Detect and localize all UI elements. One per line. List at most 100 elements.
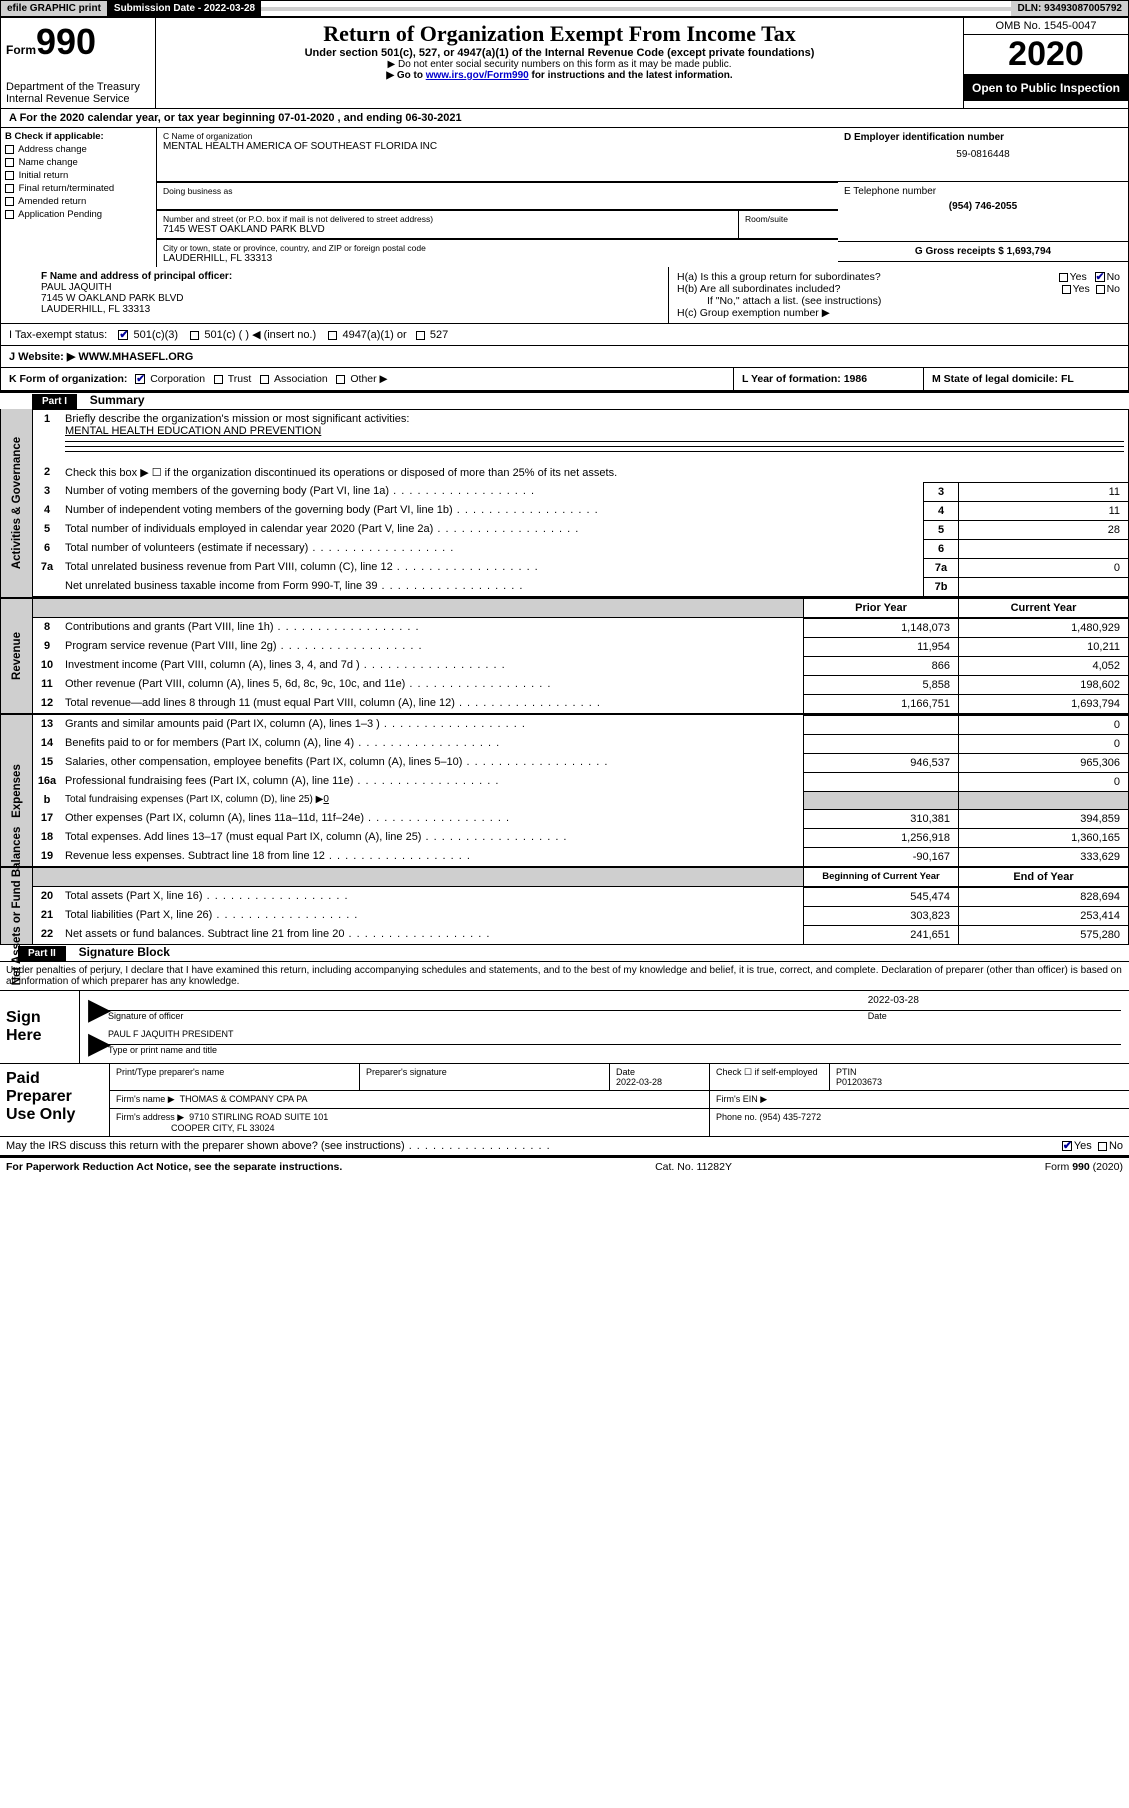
checkbox-item[interactable]: Application Pending — [5, 209, 152, 220]
line-text: Number of voting members of the governin… — [61, 482, 923, 501]
ha-label: H(a) Is this a group return for subordin… — [677, 271, 881, 283]
line-text: Total liabilities (Part X, line 26) — [61, 906, 803, 925]
hdr-beg: Beginning of Current Year — [803, 868, 958, 886]
curr-val: 0 — [958, 734, 1128, 753]
curr-val: 198,602 — [958, 675, 1128, 694]
ha-yn: Yes ✔No — [1059, 271, 1120, 283]
side-rev: Revenue — [11, 632, 23, 680]
checkbox-item[interactable]: Address change — [5, 144, 152, 155]
footer-left: For Paperwork Reduction Act Notice, see … — [6, 1161, 342, 1173]
hdr-curr: Current Year — [958, 599, 1128, 617]
irs-label: Internal Revenue Service — [6, 93, 150, 105]
check-trust[interactable] — [214, 375, 223, 384]
check-501c[interactable] — [190, 331, 199, 340]
side-exp: Expenses — [11, 764, 23, 818]
spacer — [261, 7, 1011, 11]
governance-section: Activities & Governance 1 Briefly descri… — [0, 409, 1129, 597]
hb-note: If "No," attach a list. (see instruction… — [677, 295, 1120, 307]
line-text: Total unrelated business revenue from Pa… — [61, 558, 923, 577]
form-title: Return of Organization Exempt From Incom… — [164, 21, 955, 47]
line-text: Total expenses. Add lines 13–17 (must eq… — [61, 828, 803, 847]
efile-label[interactable]: efile GRAPHIC print — [1, 1, 108, 16]
prior-val — [803, 715, 958, 734]
check-assoc[interactable] — [260, 375, 269, 384]
line-text: Total assets (Part X, line 16) — [61, 887, 803, 906]
year-formation: L Year of formation: 1986 — [733, 368, 923, 390]
prior-val: 1,166,751 — [803, 694, 958, 713]
line-text: Program service revenue (Part VIII, line… — [61, 637, 803, 656]
officer-name: PAUL JAQUITH — [41, 282, 628, 293]
form990-link[interactable]: www.irs.gov/Form990 — [426, 70, 529, 81]
prior-val: 1,256,918 — [803, 828, 958, 847]
open-inspection: Open to Public Inspection — [964, 75, 1128, 101]
curr-val: 575,280 — [958, 925, 1128, 944]
netassets-section: Net Assets or Fund Balances Beginning of… — [0, 866, 1129, 945]
section-fh: F Name and address of principal officer:… — [0, 267, 1129, 324]
c-org-name: MENTAL HEALTH AMERICA OF SOUTHEAST FLORI… — [163, 141, 832, 152]
checkbox-item[interactable]: Final return/terminated — [5, 183, 152, 194]
expenses-section: Expenses 13Grants and similar amounts pa… — [0, 713, 1129, 866]
curr-val: 828,694 — [958, 887, 1128, 906]
curr-val: 0 — [958, 772, 1128, 791]
line-2: Check this box ▶ ☐ if the organization d… — [61, 463, 1128, 482]
prior-val — [803, 734, 958, 753]
checkbox-item[interactable]: Amended return — [5, 196, 152, 207]
city-label: City or town, state or province, country… — [163, 243, 832, 253]
hdr-end: End of Year — [958, 868, 1128, 886]
val: 0 — [958, 558, 1128, 577]
check-4947[interactable] — [328, 331, 337, 340]
val: 11 — [958, 482, 1128, 501]
part-ii-header: Part II Signature Block — [0, 945, 1129, 961]
line-a: A For the 2020 calendar year, or tax yea… — [0, 109, 1129, 128]
hb-yn: Yes No — [1062, 283, 1120, 295]
prior-val — [803, 772, 958, 791]
line-text: Total number of volunteers (estimate if … — [61, 539, 923, 558]
checkbox-item[interactable]: Name change — [5, 157, 152, 168]
subtitle-3: ▶ Go to www.irs.gov/Form990 for instruct… — [164, 70, 955, 81]
val: 11 — [958, 501, 1128, 520]
c-name-label: C Name of organization — [163, 131, 832, 141]
phone-label: E Telephone number — [844, 186, 1122, 197]
prior-val: 5,858 — [803, 675, 958, 694]
check-other[interactable] — [336, 375, 345, 384]
arrow-icon: ▶ — [88, 995, 108, 1025]
section-b-header: B Check if applicable: — [5, 131, 104, 142]
check-corp[interactable]: ✔ — [135, 374, 145, 384]
line-text: Benefits paid to or for members (Part IX… — [61, 734, 803, 753]
line-text: Professional fundraising fees (Part IX, … — [61, 772, 803, 791]
line-text: Total revenue—add lines 8 through 11 (mu… — [61, 694, 803, 713]
ein-value: 59-0816448 — [844, 149, 1122, 160]
prior-val: 11,954 — [803, 637, 958, 656]
side-net: Net Assets or Fund Balances — [11, 827, 23, 986]
officer-addr2: LAUDERHILL, FL 33313 — [41, 304, 628, 315]
street-value: 7145 WEST OAKLAND PARK BLVD — [163, 224, 732, 235]
hc-label: H(c) Group exemption number ▶ — [677, 307, 830, 319]
curr-val: 4,052 — [958, 656, 1128, 675]
checkbox-item[interactable]: Initial return — [5, 170, 152, 181]
line-text: Other expenses (Part IX, column (A), lin… — [61, 809, 803, 828]
room-label: Room/suite — [745, 214, 832, 224]
footer-right: Form 990 (2020) — [1045, 1161, 1123, 1173]
line-text: Investment income (Part VIII, column (A)… — [61, 656, 803, 675]
officer-addr1: 7145 W OAKLAND PARK BLVD — [41, 293, 628, 304]
print-name-lbl: Type or print name and title — [108, 1045, 1121, 1055]
street-label: Number and street (or P.O. box if mail i… — [163, 214, 732, 224]
curr-val: 1,480,929 — [958, 618, 1128, 637]
curr-val: 333,629 — [958, 847, 1128, 866]
sig-officer-lbl: Signature of officer — [108, 1011, 868, 1021]
firm-phone: Phone no. (954) 435-7272 — [710, 1109, 1129, 1136]
prior-val: 303,823 — [803, 906, 958, 925]
hb-label: H(b) Are all subordinates included? — [677, 283, 840, 295]
prior-val: 241,651 — [803, 925, 958, 944]
declaration: Under penalties of perjury, I declare th… — [0, 961, 1129, 991]
page-footer: For Paperwork Reduction Act Notice, see … — [0, 1156, 1129, 1176]
line-text: Net assets or fund balances. Subtract li… — [61, 925, 803, 944]
curr-val: 1,360,165 — [958, 828, 1128, 847]
check-501c3[interactable]: ✔ — [118, 330, 128, 340]
dept-treasury: Department of the Treasury — [6, 81, 150, 93]
curr-val: 10,211 — [958, 637, 1128, 656]
omb-number: OMB No. 1545-0047 — [964, 18, 1128, 35]
check-527[interactable] — [416, 331, 425, 340]
prior-val: 866 — [803, 656, 958, 675]
state-domicile: M State of legal domicile: FL — [923, 368, 1128, 390]
